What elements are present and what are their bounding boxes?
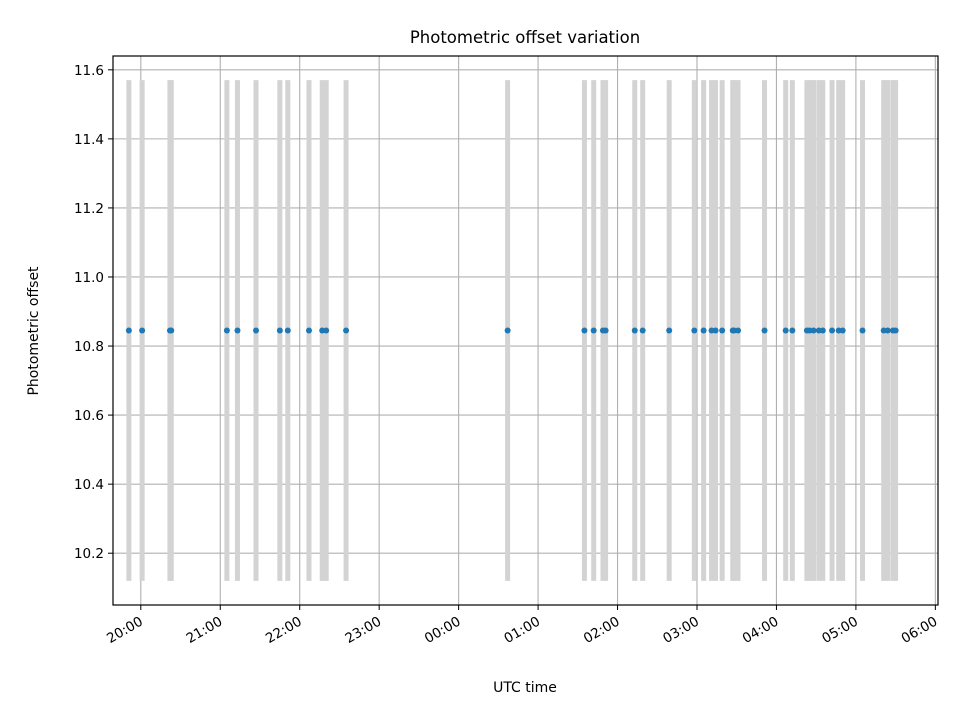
data-point: [712, 327, 719, 334]
data-point: [234, 327, 241, 334]
grid: [113, 56, 938, 605]
plot-frame: [112, 55, 939, 606]
data-point: [602, 327, 609, 334]
data-point: [884, 327, 891, 334]
data-point: [581, 327, 588, 334]
data-point: [839, 327, 846, 334]
y-axis-label: Photometric offset: [26, 266, 42, 396]
data-point: [859, 327, 866, 334]
data-point: [631, 327, 638, 334]
data-point: [305, 327, 312, 334]
data-point: [810, 327, 817, 334]
y-tick-label: 11.6: [74, 63, 104, 79]
data-point: [829, 327, 836, 334]
data-point: [168, 327, 175, 334]
data-points: [125, 327, 899, 334]
data-point: [323, 327, 330, 334]
data-point: [761, 327, 768, 334]
y-tick-label: 10.6: [74, 408, 104, 424]
y-tick-label: 11.4: [74, 132, 104, 148]
data-point: [284, 327, 291, 334]
data-point: [691, 327, 698, 334]
y-tick-label: 10.2: [74, 546, 104, 562]
y-axis-ticks: 10.2 10.4 10.6 10.8 11.0 11.2 11.4 11.6: [74, 63, 113, 562]
data-point: [719, 327, 726, 334]
data-point: [253, 327, 260, 334]
y-tick-label: 10.8: [74, 339, 104, 355]
data-point: [590, 327, 597, 334]
data-point: [700, 327, 707, 334]
data-point: [666, 327, 673, 334]
y-tick-label: 10.4: [74, 477, 104, 493]
data-point: [892, 327, 899, 334]
data-point: [639, 327, 646, 334]
data-point: [782, 327, 789, 334]
data-point: [789, 327, 796, 334]
y-tick-label: 11.0: [74, 270, 104, 286]
data-point: [125, 327, 132, 334]
y-tick-label: 11.2: [74, 201, 104, 217]
data-point: [504, 327, 511, 334]
data-point: [223, 327, 230, 334]
data-point: [139, 327, 146, 334]
x-axis-label: UTC time: [493, 680, 557, 696]
data-point: [343, 327, 350, 334]
data-point: [276, 327, 283, 334]
data-point: [819, 327, 826, 334]
chart-title: Photometric offset variation: [410, 28, 640, 47]
data-point: [735, 327, 742, 334]
